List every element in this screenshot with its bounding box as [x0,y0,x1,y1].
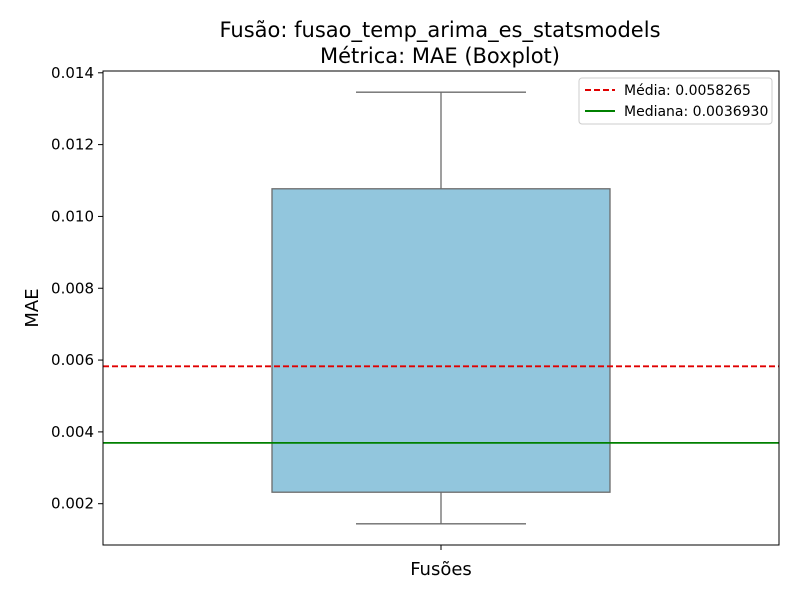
box-iqr [271,188,611,493]
y-tick-label: 0.010 [51,207,94,225]
y-tick-label: 0.008 [51,279,94,297]
legend: Média: 0.0058265 Mediana: 0.0036930 [578,77,773,125]
legend-box [578,77,773,125]
y-tick-label: 0.006 [51,351,94,369]
y-tick-label: 0.002 [51,495,94,513]
plot-area [103,91,779,525]
chart-subtitle: Métrica: MAE (Boxplot) [320,44,560,68]
legend-median-label: Mediana: 0.0036930 [624,104,768,120]
y-tick-label: 0.004 [51,423,94,441]
y-tick-label: 0.014 [51,64,94,82]
y-axis-label: MAE [22,288,43,327]
x-axis-label: Fusões [410,559,472,580]
chart-title: Fusão: fusao_temp_arima_es_statsmodels [219,18,660,43]
legend-mean-label: Média: 0.0058265 [624,83,751,99]
y-tick-label: 0.012 [51,136,94,154]
y-axis-ticks: 0.002 0.004 0.006 0.008 0.010 0.012 0.014 [51,64,103,513]
